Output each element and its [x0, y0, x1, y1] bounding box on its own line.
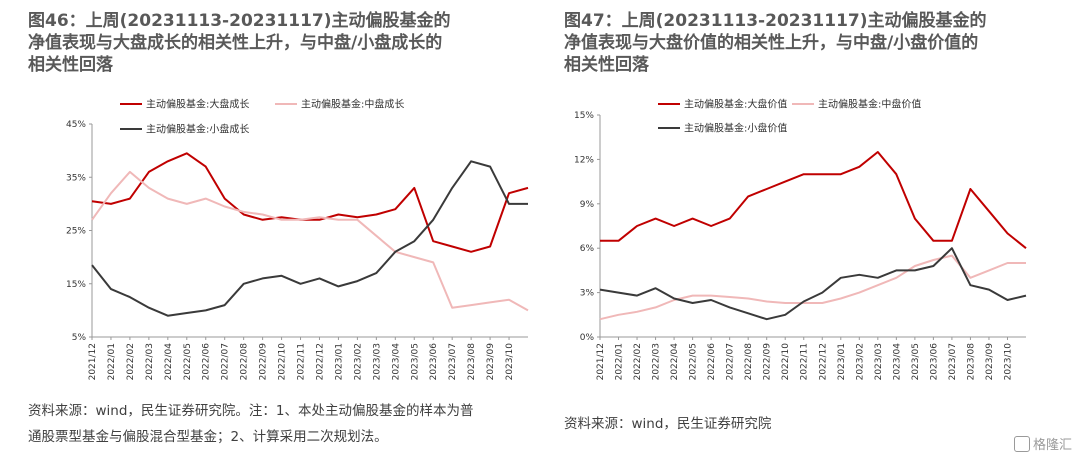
x-tick-label: 2022/07 — [726, 343, 736, 380]
source-line-2: 通股票型基金与偏股混合型基金；2、计算采用二次规划法。 — [28, 429, 388, 445]
x-tick-label: 2022/10 — [278, 343, 288, 381]
y-tick-label: 5% — [72, 333, 87, 343]
legend-label-3: 主动偏股基金:小盘成长 — [146, 123, 249, 136]
x-tick-label: 2022/03 — [145, 343, 155, 380]
x-tick-label: 2023/03 — [372, 343, 382, 380]
x-tick-label: 2022/05 — [689, 343, 699, 380]
x-tick-label: 2022/02 — [126, 343, 136, 380]
x-tick-label: 2023/04 — [391, 343, 401, 381]
x-tick-label: 2022/12 — [818, 343, 828, 380]
x-tick-label: 2021/12 — [88, 343, 98, 380]
x-tick-label: 2023/07 — [948, 343, 958, 380]
x-tick-label: 2023/01 — [334, 343, 344, 380]
x-tick-label: 2023/08 — [467, 343, 477, 381]
x-tick-label: 2022/11 — [297, 343, 307, 380]
title-line-1: 图47：上周(20231113-20231117)主动偏股基金的 — [564, 11, 987, 31]
source-note: 资料来源：wind，民生证券研究院。注：1、本处主动偏股基金的样本为普 通股票型… — [28, 398, 533, 450]
x-tick-label: 2022/01 — [615, 343, 625, 380]
series-line-3 — [599, 247, 1027, 321]
series-line-1 — [91, 152, 529, 253]
title-line-1: 图46：上周(20231113-20231117)主动偏股基金的 — [28, 11, 451, 31]
x-tick-label: 2022/08 — [240, 343, 250, 381]
y-tick-label: 25% — [66, 227, 86, 237]
series-line-2 — [91, 170, 529, 312]
x-tick-label: 2023/03 — [874, 343, 884, 380]
x-tick-label: 2022/12 — [315, 343, 325, 380]
x-tick-label: 2022/05 — [183, 343, 193, 380]
y-tick-label: 15% — [66, 280, 86, 290]
figure-46-panel: 图46：上周(20231113-20231117)主动偏股基金的 净值表现与大盘… — [28, 0, 548, 459]
x-tick-label: 2022/08 — [744, 343, 754, 381]
watermark: 格隆汇 — [1013, 434, 1072, 453]
legend-label-3: 主动偏股基金:小盘价值 — [684, 122, 787, 135]
y-tick-label: 6% — [580, 244, 595, 254]
x-tick-label: 2023/06 — [429, 343, 439, 381]
x-tick-label: 2023/02 — [855, 343, 865, 380]
x-tick-label: 2022/09 — [259, 343, 269, 381]
chart-large-mid-small-value: 0% 3% 6% 9% 12% 15% 2021/12 2022/01 2022/02 2022/… — [574, 98, 1027, 381]
x-tick-label: 2022/03 — [652, 343, 662, 380]
x-tick-label: 2022/06 — [707, 343, 717, 381]
x-tick-label: 2022/04 — [670, 343, 680, 381]
legend-label-1: 主动偏股基金:大盘成长 — [146, 98, 249, 111]
x-tick-label: 2022/10 — [781, 343, 791, 381]
x-tick-label: 2023/05 — [911, 343, 921, 380]
chart-large-mid-small-growth: 5% 15% 25% 35% 45% 2021/12 2022/01 2022/02 2022/… — [66, 98, 529, 381]
y-tick-label: 45% — [66, 120, 86, 130]
y-tick-label: 12% — [574, 155, 594, 165]
x-tick-label: 2023/04 — [892, 343, 902, 381]
title-line-3: 相关性回落 — [564, 55, 649, 75]
y-tick-label: 3% — [580, 289, 595, 299]
figure-title: 图47：上周(20231113-20231117)主动偏股基金的 净值表现与大盘… — [564, 10, 1064, 76]
x-tick-label: 2023/08 — [966, 343, 976, 381]
source-line-1: 资料来源：wind，民生证券研究院。注：1、本处主动偏股基金的样本为普 — [28, 403, 474, 419]
x-tick-label: 2023/01 — [837, 343, 847, 380]
y-tick-label: 0% — [580, 333, 595, 343]
x-tick-label: 2022/01 — [107, 343, 117, 380]
x-tick-label: 2023/02 — [353, 343, 363, 380]
y-tick-label: 9% — [580, 200, 595, 210]
x-tick-label: 2022/06 — [202, 343, 212, 381]
series-line-3 — [91, 160, 528, 317]
title-line-2: 净值表现与大盘价值的相关性上升，与中盘/小盘价值的 — [564, 33, 979, 53]
x-tick-label: 2023/09 — [486, 343, 496, 381]
watermark-logo-icon — [1013, 436, 1030, 452]
x-tick-label: 2023/06 — [929, 343, 939, 381]
title-line-3: 相关性回落 — [28, 55, 113, 75]
y-tick-label: 35% — [66, 173, 86, 183]
x-tick-label: 2022/11 — [800, 343, 810, 380]
source-line-1: 资料来源：wind，民生证券研究院 — [564, 416, 772, 432]
x-tick-label: 2023/05 — [410, 343, 420, 380]
x-tick-label: 2023/10 — [505, 343, 515, 381]
legend-label-2: 主动偏股基金:中盘成长 — [301, 98, 404, 111]
series-line-2 — [599, 254, 1026, 321]
y-tick-label: 15% — [574, 111, 594, 121]
x-tick-label: 2023/10 — [1003, 343, 1013, 381]
title-line-2: 净值表现与大盘成长的相关性上升，与中盘/小盘成长的 — [28, 33, 443, 53]
legend-label-1: 主动偏股基金:大盘价值 — [684, 98, 787, 111]
figure-47-panel: 图47：上周(20231113-20231117)主动偏股基金的 净值表现与大盘… — [564, 0, 1080, 459]
figure-title: 图46：上周(20231113-20231117)主动偏股基金的 净值表现与大盘… — [28, 10, 528, 76]
watermark-text: 格隆汇 — [1032, 438, 1072, 453]
x-tick-label: 2023/09 — [985, 343, 995, 381]
x-tick-label: 2022/07 — [221, 343, 231, 380]
x-tick-label: 2022/09 — [763, 343, 773, 381]
x-tick-label: 2021/12 — [596, 343, 606, 380]
x-tick-label: 2022/02 — [633, 343, 643, 380]
legend-label-2: 主动偏股基金:中盘价值 — [818, 98, 921, 111]
x-tick-label: 2023/07 — [448, 343, 458, 380]
x-tick-label: 2022/04 — [164, 343, 174, 381]
source-note: 资料来源：wind，民生证券研究院 — [564, 411, 1069, 437]
series-line-1 — [600, 151, 1027, 249]
